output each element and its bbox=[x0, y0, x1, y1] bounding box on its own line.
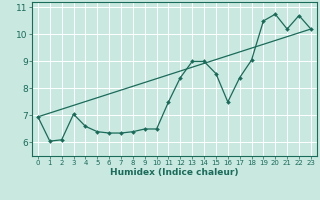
X-axis label: Humidex (Indice chaleur): Humidex (Indice chaleur) bbox=[110, 168, 239, 177]
